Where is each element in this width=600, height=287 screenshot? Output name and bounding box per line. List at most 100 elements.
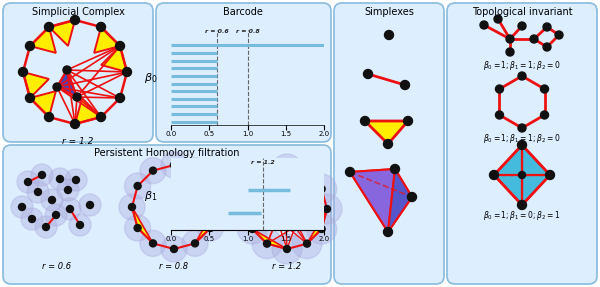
Circle shape bbox=[44, 113, 53, 121]
Circle shape bbox=[67, 205, 74, 212]
Circle shape bbox=[284, 166, 290, 172]
Circle shape bbox=[517, 201, 527, 210]
Text: $\beta_0=1; \beta_1=0; \beta_2=1$: $\beta_0=1; \beta_1=0; \beta_2=1$ bbox=[483, 209, 561, 222]
Circle shape bbox=[191, 240, 199, 247]
Circle shape bbox=[307, 174, 337, 204]
Circle shape bbox=[119, 194, 145, 220]
Circle shape bbox=[272, 154, 302, 184]
Circle shape bbox=[65, 169, 87, 191]
Circle shape bbox=[31, 164, 53, 186]
Circle shape bbox=[207, 183, 214, 189]
Circle shape bbox=[545, 170, 554, 179]
Circle shape bbox=[555, 31, 563, 39]
Text: Simplicial Complex: Simplicial Complex bbox=[32, 7, 124, 17]
Circle shape bbox=[292, 224, 299, 230]
Circle shape bbox=[385, 30, 394, 40]
Polygon shape bbox=[253, 229, 287, 249]
Circle shape bbox=[197, 173, 223, 199]
Circle shape bbox=[383, 139, 392, 148]
Circle shape bbox=[307, 214, 337, 244]
Circle shape bbox=[79, 194, 101, 216]
Circle shape bbox=[35, 189, 41, 195]
Circle shape bbox=[57, 179, 79, 201]
Circle shape bbox=[77, 222, 83, 228]
Circle shape bbox=[404, 117, 413, 125]
Text: r = 1.2: r = 1.2 bbox=[251, 160, 275, 164]
Polygon shape bbox=[30, 27, 56, 53]
Circle shape bbox=[134, 224, 141, 232]
Circle shape bbox=[197, 215, 223, 241]
Circle shape bbox=[149, 167, 157, 174]
Circle shape bbox=[71, 15, 79, 24]
Polygon shape bbox=[522, 175, 550, 205]
Polygon shape bbox=[388, 169, 412, 232]
Circle shape bbox=[191, 167, 199, 174]
Circle shape bbox=[272, 234, 302, 264]
Circle shape bbox=[506, 48, 514, 56]
Text: $\beta_1$: $\beta_1$ bbox=[144, 189, 157, 203]
Circle shape bbox=[116, 42, 125, 51]
Circle shape bbox=[69, 214, 91, 236]
Text: $\beta_0$: $\beta_0$ bbox=[144, 71, 157, 85]
Circle shape bbox=[97, 22, 106, 32]
Circle shape bbox=[63, 66, 71, 74]
Circle shape bbox=[361, 117, 370, 125]
Text: r = 1.2: r = 1.2 bbox=[272, 262, 302, 271]
Circle shape bbox=[149, 240, 157, 247]
Circle shape bbox=[249, 185, 256, 193]
Circle shape bbox=[53, 212, 59, 218]
Circle shape bbox=[518, 124, 526, 132]
Circle shape bbox=[541, 111, 548, 119]
Circle shape bbox=[490, 170, 499, 179]
Circle shape bbox=[292, 229, 322, 259]
Circle shape bbox=[244, 205, 251, 212]
FancyBboxPatch shape bbox=[3, 145, 331, 284]
Circle shape bbox=[304, 240, 311, 247]
Polygon shape bbox=[101, 46, 127, 72]
Circle shape bbox=[263, 171, 271, 178]
Circle shape bbox=[29, 216, 35, 222]
Circle shape bbox=[116, 94, 125, 102]
Polygon shape bbox=[75, 98, 101, 124]
Circle shape bbox=[128, 203, 136, 210]
Circle shape bbox=[346, 168, 355, 177]
Polygon shape bbox=[195, 207, 216, 243]
Circle shape bbox=[161, 236, 187, 262]
Text: r = 0.8: r = 0.8 bbox=[236, 28, 259, 34]
Polygon shape bbox=[494, 175, 522, 205]
Circle shape bbox=[17, 171, 39, 193]
Circle shape bbox=[182, 158, 208, 184]
Polygon shape bbox=[350, 172, 412, 232]
Circle shape bbox=[543, 43, 551, 51]
Text: $\beta_0=1; \beta_1=1; \beta_2=0$: $\beta_0=1; \beta_1=1; \beta_2=0$ bbox=[483, 132, 561, 145]
Circle shape bbox=[518, 22, 526, 30]
Circle shape bbox=[11, 196, 33, 218]
Circle shape bbox=[170, 162, 178, 168]
Circle shape bbox=[318, 226, 325, 232]
Circle shape bbox=[170, 245, 178, 253]
Polygon shape bbox=[494, 145, 522, 175]
Circle shape bbox=[364, 69, 373, 79]
FancyBboxPatch shape bbox=[334, 3, 444, 284]
Circle shape bbox=[281, 197, 289, 205]
Text: Simplexes: Simplexes bbox=[364, 7, 414, 17]
Circle shape bbox=[122, 67, 131, 77]
Circle shape bbox=[182, 230, 208, 256]
Polygon shape bbox=[522, 145, 550, 175]
Text: r = 0.6: r = 0.6 bbox=[205, 28, 229, 34]
Polygon shape bbox=[94, 27, 120, 53]
Circle shape bbox=[541, 85, 548, 93]
Circle shape bbox=[207, 224, 214, 232]
Circle shape bbox=[496, 85, 503, 93]
Polygon shape bbox=[49, 20, 75, 46]
Circle shape bbox=[518, 72, 526, 80]
Circle shape bbox=[161, 152, 187, 178]
Circle shape bbox=[38, 172, 46, 179]
Text: Topological invariant: Topological invariant bbox=[472, 7, 572, 17]
Circle shape bbox=[19, 203, 25, 210]
Polygon shape bbox=[307, 209, 327, 244]
Circle shape bbox=[312, 194, 342, 224]
Circle shape bbox=[21, 208, 43, 230]
Text: $\beta_0=1; \beta_1=1; \beta_2=0$: $\beta_0=1; \beta_1=1; \beta_2=0$ bbox=[483, 59, 561, 72]
Text: r = 0.8: r = 0.8 bbox=[160, 262, 188, 271]
